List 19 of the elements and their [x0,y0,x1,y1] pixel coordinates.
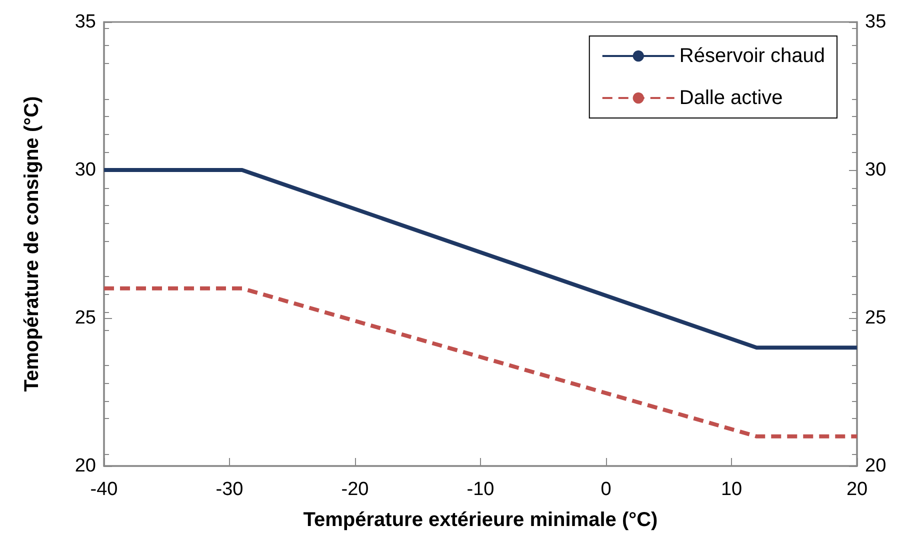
y-tick-label: 35 [74,12,96,32]
x-tick-label: -10 [466,479,494,500]
legend-label: Dalle active [679,87,783,109]
y2-tick-label: 30 [865,160,886,180]
y2-tick-label: 25 [865,308,886,328]
y-tick-label: 20 [74,456,96,476]
x-tick-label: -30 [216,479,244,500]
legend-label: Réservoir chaud [679,45,825,67]
y-tick-label: 30 [74,160,96,180]
x-tick-label: -40 [90,479,118,500]
x-tick-label: 10 [720,479,742,500]
y-tick-label: 25 [74,308,96,328]
y-axis-title: Temopérature de consigne (°C) [21,96,43,392]
x-tick-label: 0 [600,479,612,500]
y2-tick-label: 20 [865,456,886,476]
y2-tick-label: 35 [865,12,886,32]
x-tick-label: -20 [341,479,369,500]
x-axis-title: Température extérieure minimale (°C) [303,509,658,531]
x-tick-label: 20 [846,479,868,500]
